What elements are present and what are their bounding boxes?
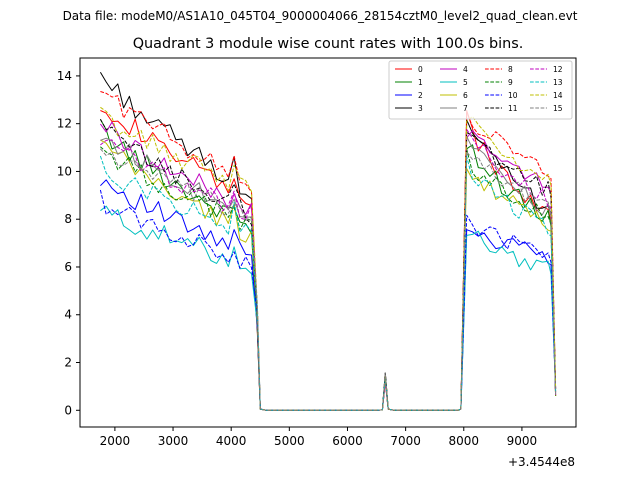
axis-ticks: 2000 3000 4000 5000 6000 7000 8000 9000 0 2 4 6 8 10 1… — [57, 69, 537, 448]
legend-label-12: 12 — [553, 65, 563, 74]
y-tick-label: 14 — [57, 69, 72, 83]
series-line-15 — [100, 148, 557, 411]
series-line-11 — [99, 118, 557, 411]
y-tick-label: 0 — [64, 403, 72, 417]
legend-label-14: 14 — [553, 91, 563, 100]
legend-label-10: 10 — [508, 91, 518, 100]
legend-label-2: 2 — [418, 91, 423, 100]
legend-label-3: 3 — [418, 104, 423, 113]
y-tick-label: 2 — [64, 356, 72, 370]
legend-label-0: 0 — [418, 65, 423, 74]
series-line-3 — [99, 72, 557, 411]
series-line-4 — [99, 121, 557, 411]
series-line-7 — [100, 136, 557, 411]
legend-label-6: 6 — [463, 91, 468, 100]
legend-label-9: 9 — [508, 78, 513, 87]
y-tick-label: 8 — [64, 212, 72, 226]
chart-title: Quadrant 3 module wise count rates with … — [133, 36, 524, 52]
x-tick-label: 3000 — [158, 434, 189, 448]
y-tick-label: 6 — [64, 260, 72, 274]
y-tick-label: 10 — [57, 164, 72, 178]
series-line-0 — [100, 109, 557, 411]
x-tick-label: 5000 — [274, 434, 305, 448]
series-line-8 — [100, 91, 557, 411]
series-line-10 — [99, 189, 557, 411]
legend-label-5: 5 — [463, 78, 468, 87]
legend-label-1: 1 — [418, 78, 423, 87]
x-tick-label: 4000 — [216, 434, 247, 448]
x-tick-label: 8000 — [449, 434, 480, 448]
x-tick-label: 9000 — [507, 434, 538, 448]
x-offset-label: +3.4544e8 — [508, 455, 575, 469]
series-line-2 — [100, 179, 557, 411]
legend-label-4: 4 — [463, 65, 468, 74]
legend-frame — [388, 60, 573, 120]
x-tick-label: 6000 — [332, 434, 363, 448]
series-lines — [99, 72, 557, 411]
legend-label-13: 13 — [553, 78, 563, 87]
x-tick-label: 7000 — [390, 434, 421, 448]
x-tick-label: 2000 — [100, 434, 131, 448]
y-tick-label: 12 — [57, 117, 72, 131]
series-line-1 — [99, 119, 557, 411]
plot-area-frame — [79, 57, 577, 428]
figure-suptitle: Data file: modeM0/AS1A10_045T04_90000040… — [63, 9, 578, 23]
legend-label-11: 11 — [508, 104, 518, 113]
y-tick-label: 4 — [64, 308, 72, 322]
series-line-13 — [99, 155, 557, 411]
legend-label-8: 8 — [508, 65, 513, 74]
legend-label-7: 7 — [463, 104, 468, 113]
legend-label-15: 15 — [553, 104, 563, 113]
